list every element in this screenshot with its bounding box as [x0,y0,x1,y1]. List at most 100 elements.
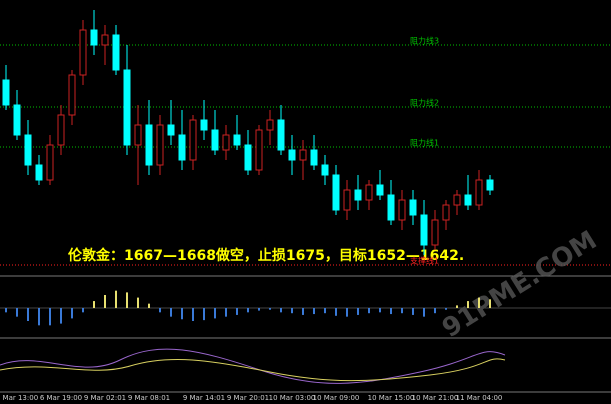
candle-body [90,29,98,46]
candle-body [288,149,296,161]
candle-body [442,204,450,221]
histogram-bar [5,308,7,313]
candle-body [222,134,230,151]
histogram-bar [258,308,260,311]
candle-body [79,29,87,76]
x-tick-label: 9 Mar 08:01 [128,394,170,402]
candle-body [112,34,120,71]
histogram-bar [335,308,337,316]
level-label: 支撑线1 [410,256,439,266]
candle-body [101,34,109,46]
histogram-bar [236,308,238,315]
histogram-bar [38,308,40,326]
candle-body [167,124,175,136]
histogram-bar [16,308,18,317]
candle-body [46,144,54,181]
candle-body [145,124,153,166]
histogram-bar [324,308,326,314]
histogram-bar [357,308,359,315]
histogram-bar [489,299,491,308]
histogram-bar [401,308,403,314]
x-tick-label: 9 Mar 14:01 [183,394,225,402]
candle-body [453,194,461,206]
candle-body [310,149,318,166]
histogram-bar [170,308,172,317]
oscillator-line [0,358,506,382]
candle-body [24,134,32,166]
candle-body [475,179,483,206]
candle-body [332,174,340,211]
candle-body [464,194,472,206]
x-tick-label: 9 Mar 20:01 [227,394,269,402]
candle-body [409,199,417,216]
histogram-bar [225,308,227,317]
histogram-bar [445,308,447,310]
candle-body [354,189,362,201]
x-tick-label: 10 Mar 15:00 [368,394,415,402]
histogram-bar [49,308,51,326]
candle-body [13,104,21,136]
x-tick-label: 10 Mar 09:00 [313,394,360,402]
candle-body [365,184,373,201]
candle-body [387,194,395,221]
histogram-bar [71,308,73,319]
candle-body [189,119,197,161]
oscillator-line [0,348,506,384]
histogram-bar [313,308,315,315]
candle-body [178,134,186,161]
histogram-bar [291,308,293,314]
candle-body [244,144,252,171]
candle-body [431,219,439,246]
histogram-bar [148,303,150,308]
annotation: 伦敦金：1667—1668做空，止损1675，目标1652—1642. [68,247,464,264]
histogram-bar [159,308,161,313]
x-tick-label: 6 Mar 19:00 [40,394,82,402]
histogram-bar [115,290,117,308]
candle-body [486,179,494,191]
histogram-bar [104,295,106,308]
candle-body [57,114,65,146]
histogram-bar [467,301,469,308]
histogram-bar [379,308,381,313]
histogram-bar [247,308,249,313]
histogram-bar [280,308,282,313]
histogram-bar [269,308,271,310]
candle-body [2,79,10,106]
candle-body [299,149,307,161]
histogram-bar [214,308,216,319]
candle-body [398,199,406,221]
x-tick-label: 10 Mar 21:00 [412,394,459,402]
candle-body [266,119,274,131]
candle-body [200,119,208,131]
x-tick-label: 5 Mar 13:00 [0,394,38,402]
candle-body [321,164,329,176]
candle-body [376,184,384,196]
histogram-bar [302,308,304,315]
x-tick-label: 10 Mar 03:00 [269,394,316,402]
histogram-bar [478,297,480,308]
histogram-bar [346,308,348,317]
candle-body [420,214,428,246]
histogram-bar [93,301,95,308]
x-tick-label: 9 Mar 02:01 [84,394,126,402]
level-label: 阻力线1 [410,138,439,148]
histogram-bar [456,305,458,308]
x-tick-label: 11 Mar 04:00 [456,394,503,402]
histogram-bar [368,308,370,314]
histogram-bar [60,308,62,324]
candle-body [156,124,164,166]
histogram-bar [126,292,128,308]
candle-body [211,129,219,151]
level-label: 阻力线2 [410,98,439,108]
candle-body [343,189,351,211]
histogram-bar [137,297,139,308]
candle-body [233,134,241,146]
candle-body [255,129,263,171]
histogram-bar [423,308,425,317]
histogram-bar [434,308,436,314]
histogram-bar [390,308,392,315]
level-label: 阻力线3 [410,36,439,46]
candle-body [123,69,131,146]
histogram-bar [27,308,29,321]
